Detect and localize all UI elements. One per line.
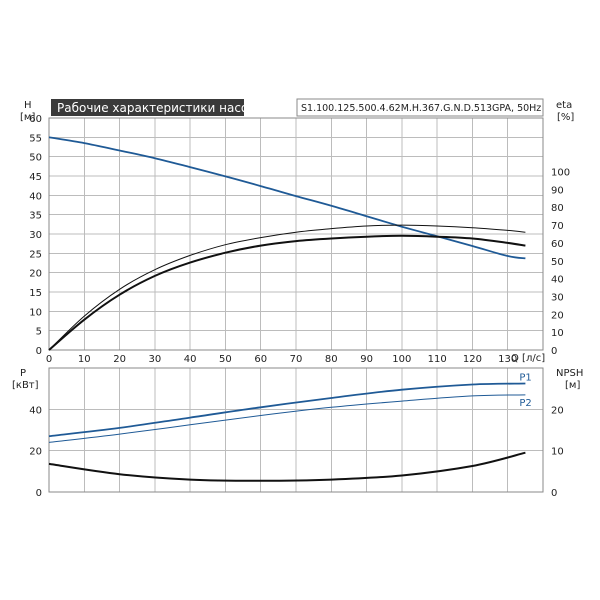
eta-curve-thick <box>48 234 526 351</box>
head-curve <box>48 136 526 260</box>
y-tick-label: 55 <box>29 133 42 144</box>
npsh-tick-label: 20 <box>551 405 564 416</box>
chart-subtitle: S1.100.125.500.4.62M.H.367.G.N.D.513GPA,… <box>301 103 541 114</box>
y2-tick-label: 50 <box>551 257 564 268</box>
p1-curve <box>48 382 526 438</box>
x-tick-label: 100 <box>392 354 411 365</box>
y-tick-label: 15 <box>29 288 42 299</box>
y2-tick-label: 90 <box>551 185 564 196</box>
p-tick-label: 40 <box>29 405 42 416</box>
y2-axis-label: eta <box>556 100 572 111</box>
y-tick-label: 0 <box>36 346 42 357</box>
y-axis-unit: [м] <box>20 112 35 123</box>
y2-tick-label: 80 <box>551 203 564 214</box>
top-panel-grid <box>48 117 543 351</box>
x-tick-label: 10 <box>78 354 91 365</box>
x-tick-label: 40 <box>184 354 197 365</box>
x-tick-label: 70 <box>290 354 303 365</box>
x-tick-label: 60 <box>254 354 267 365</box>
npsh-axis-unit: [м] <box>565 380 580 391</box>
p-axis-unit: [кВт] <box>12 380 39 391</box>
y2-tick-label: 20 <box>551 310 564 321</box>
y-tick-label: 35 <box>29 211 42 222</box>
bottom-panel-ticks: 0 20 40 0 10 20 <box>29 405 563 499</box>
bottom-panel-series: P1 P2 <box>48 373 532 482</box>
npsh-curve <box>48 451 526 482</box>
y2-tick-label: 30 <box>551 292 564 303</box>
top-panel-frame <box>48 117 544 351</box>
x-tick-label: 120 <box>463 354 482 365</box>
bottom-panel-grid <box>48 368 543 493</box>
y2-tick-label: 0 <box>551 346 557 357</box>
npsh-tick-label: 10 <box>551 447 564 458</box>
bottom-panel-frame <box>48 367 544 493</box>
npsh-axis-label: NPSH <box>556 368 583 379</box>
top-panel-ticks: 0 10 20 30 40 50 60 70 80 90 100 110 120 130051015202… <box>29 114 570 365</box>
p-tick-label: 0 <box>36 488 42 499</box>
x-axis-label: Q [л/с] <box>511 353 545 364</box>
y2-tick-label: 100 <box>551 168 570 179</box>
x-tick-label: 90 <box>360 354 373 365</box>
y-tick-label: 5 <box>36 327 42 338</box>
x-tick-label: 50 <box>219 354 232 365</box>
x-tick-label: 20 <box>113 354 126 365</box>
y-tick-label: 20 <box>29 269 42 280</box>
y-tick-label: 25 <box>29 249 42 260</box>
chart-title: Рабочие характеристики насоса <box>57 101 262 115</box>
y2-axis-unit: [%] <box>557 112 574 123</box>
y-tick-label: 60 <box>29 114 42 125</box>
chart-subtitle-box <box>296 98 544 117</box>
x-tick-label: 0 <box>46 354 52 365</box>
y-tick-label: 10 <box>29 307 42 318</box>
y2-tick-label: 60 <box>551 239 564 250</box>
y-tick-label: 40 <box>29 191 42 202</box>
x-tick-label: 80 <box>325 354 338 365</box>
y2-tick-label: 40 <box>551 275 564 286</box>
x-tick-label: 130 <box>498 354 517 365</box>
y-axis-label: H <box>24 100 32 111</box>
npsh-tick-label: 0 <box>551 488 557 499</box>
y2-tick-label: 10 <box>551 328 564 339</box>
top-panel-series <box>48 136 526 351</box>
series-label-p2: P2 <box>519 398 531 409</box>
p-tick-label: 20 <box>29 447 42 458</box>
y-tick-label: 30 <box>29 230 42 241</box>
x-tick-label: 30 <box>148 354 161 365</box>
x-tick-label: 110 <box>428 354 447 365</box>
y-tick-label: 45 <box>29 172 42 183</box>
series-label-p1: P1 <box>519 373 531 384</box>
p2-curve <box>48 394 526 443</box>
y-tick-label: 50 <box>29 153 42 164</box>
eta-curve-thin <box>48 224 526 351</box>
chart-title-box <box>51 99 244 116</box>
p-axis-label: P <box>20 368 26 379</box>
y2-tick-label: 70 <box>551 221 564 232</box>
